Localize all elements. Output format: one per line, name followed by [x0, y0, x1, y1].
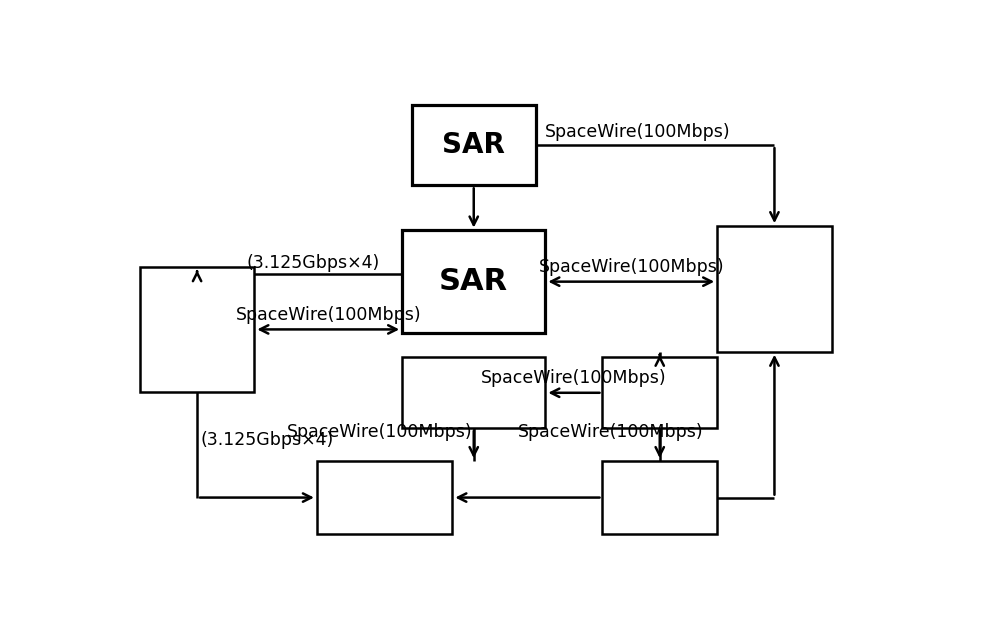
Text: SpaceWire(100Mbps): SpaceWire(100Mbps) — [518, 423, 703, 441]
Bar — [717, 226, 832, 352]
Bar — [317, 461, 452, 534]
Text: (3.125Gbps×4): (3.125Gbps×4) — [201, 430, 334, 449]
Bar — [140, 267, 254, 392]
Bar — [602, 358, 717, 428]
Bar — [412, 105, 536, 185]
Text: SAR: SAR — [442, 131, 505, 159]
Bar — [402, 230, 545, 333]
Bar — [602, 461, 717, 534]
Text: SpaceWire(100Mbps): SpaceWire(100Mbps) — [481, 369, 667, 387]
Text: SpaceWire(100Mbps): SpaceWire(100Mbps) — [235, 306, 421, 324]
Text: SpaceWire(100Mbps): SpaceWire(100Mbps) — [538, 258, 724, 276]
Text: (3.125Gbps×4): (3.125Gbps×4) — [246, 254, 380, 272]
Text: SpaceWire(100Mbps): SpaceWire(100Mbps) — [545, 123, 731, 141]
Text: SpaceWire(100Mbps): SpaceWire(100Mbps) — [287, 423, 472, 441]
Text: SAR: SAR — [439, 267, 508, 296]
Bar — [402, 358, 545, 428]
